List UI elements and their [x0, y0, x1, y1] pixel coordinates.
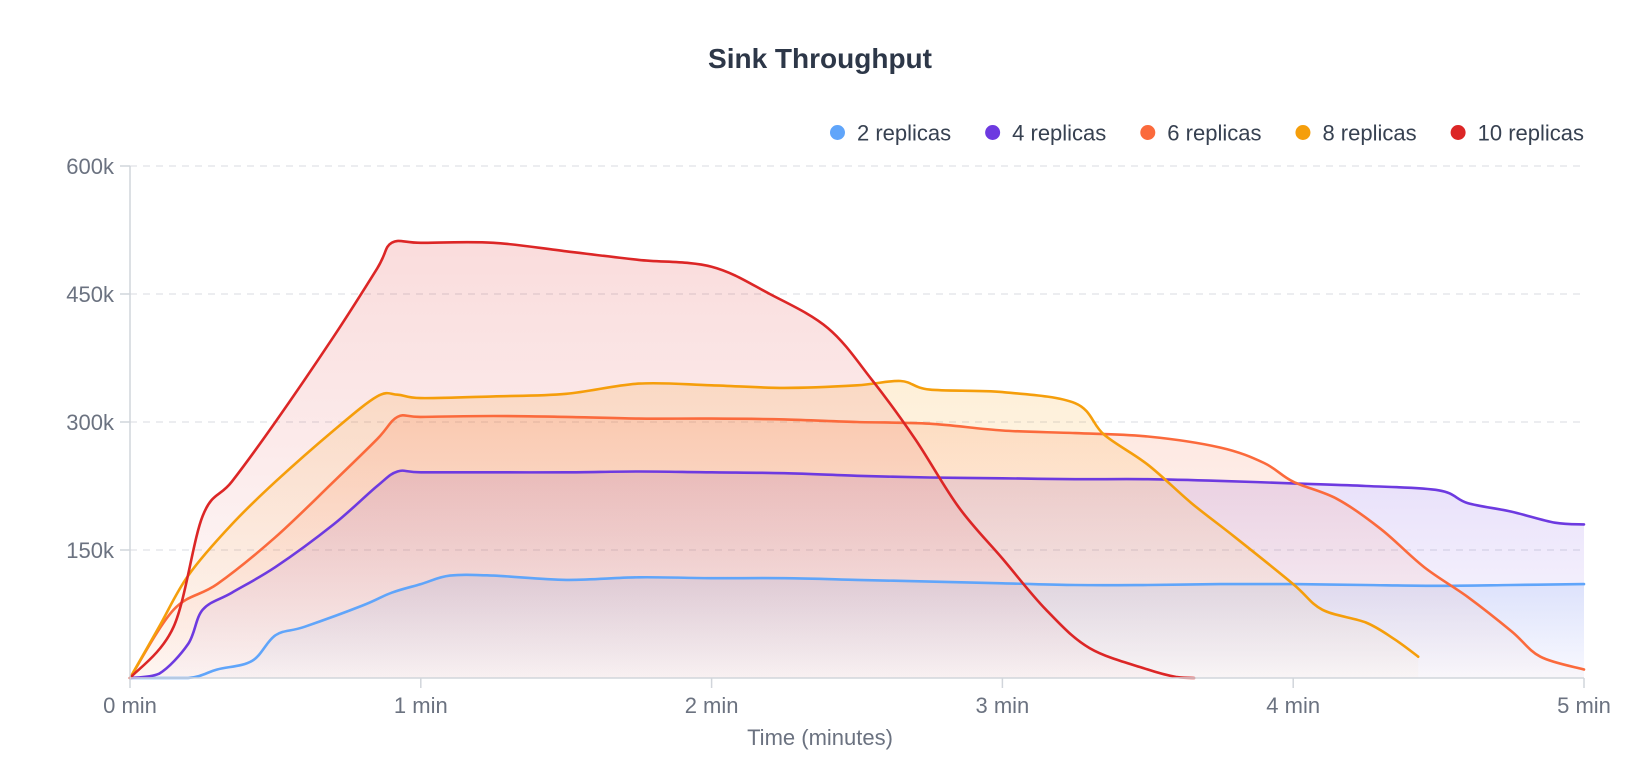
y-tick-label: 300k [66, 410, 115, 435]
series-lines [128, 239, 1586, 680]
legend-swatch [1140, 125, 1156, 140]
legend-swatch [1450, 125, 1466, 140]
legend-swatch [985, 125, 1001, 140]
legend-item-4-replicas[interactable]: 4 replicas [985, 121, 1106, 146]
area-10-replicas [130, 240, 1195, 678]
legend-item-8-replicas[interactable]: 8 replicas [1295, 121, 1417, 146]
x-tick-label: 3 min [976, 693, 1030, 718]
x-tick-label: 4 min [1266, 693, 1320, 718]
x-axis-title: Time (minutes) [747, 725, 893, 750]
legend-item-6-replicas[interactable]: 6 replicas [1140, 121, 1261, 146]
line-10-replicas [128, 239, 1196, 680]
x-tick-label: 0 min [103, 693, 157, 718]
legend-swatch [829, 125, 845, 140]
axes: 150k 300k 450k 600k 0 min 1 min 2 min 3 min 4 mi… [66, 154, 1611, 718]
legend-label: 2 replicas [857, 121, 951, 146]
chart-title: Sink Throughput [708, 43, 932, 74]
y-tick-label: 150k [66, 538, 115, 563]
y-tick-label: 450k [66, 282, 115, 307]
legend-item-2-replicas[interactable]: 2 replicas [829, 121, 951, 146]
x-tick-label: 2 min [685, 693, 739, 718]
legend-label: 4 replicas [1012, 121, 1106, 146]
x-tick-label: 1 min [394, 693, 448, 718]
legend-label: 10 replicas [1478, 121, 1584, 146]
line-4-replicas [128, 469, 1586, 680]
legend-label: 6 replicas [1167, 121, 1261, 146]
line-6-replicas [128, 414, 1586, 680]
y-tick-label: 600k [66, 154, 115, 179]
x-tick-label: 5 min [1557, 693, 1611, 718]
legend-swatch [1295, 125, 1311, 140]
line-8-replicas [128, 379, 1420, 680]
legend-label: 8 replicas [1322, 121, 1416, 146]
legend: 2 replicas 4 replicas 6 replicas 8 replicas… [829, 121, 1584, 146]
legend-item-10-replicas[interactable]: 10 replicas [1450, 121, 1584, 146]
